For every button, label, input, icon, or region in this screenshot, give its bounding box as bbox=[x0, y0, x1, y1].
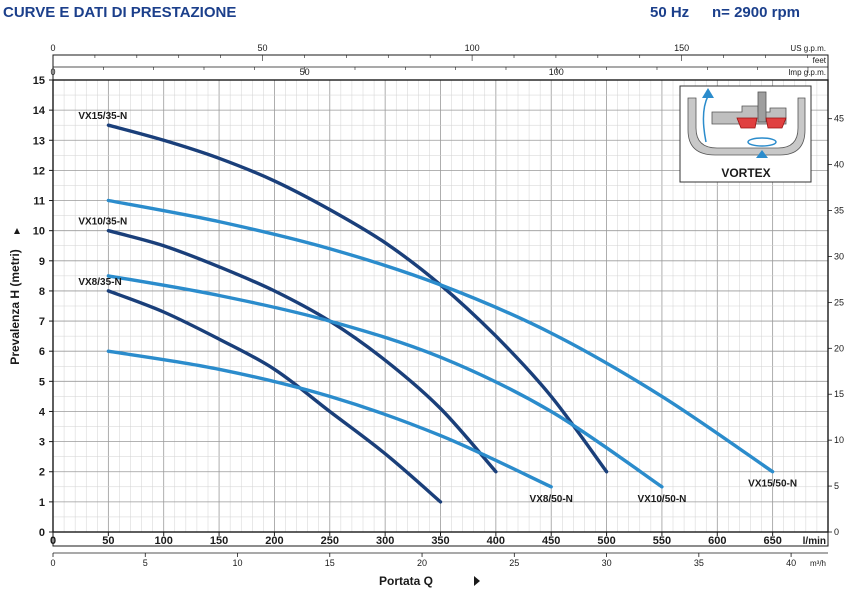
impgpm-unit-label: Imp g.p.m. bbox=[788, 68, 826, 77]
x-tick-label: 200 bbox=[265, 535, 283, 547]
y-tick-label: 13 bbox=[33, 135, 45, 147]
vortex-label: VORTEX bbox=[721, 166, 770, 180]
m3h-tick-label: 40 bbox=[786, 558, 796, 568]
y-tick-label: 12 bbox=[33, 165, 45, 177]
usgpm-tick-label: 150 bbox=[674, 43, 689, 53]
usgpm-tick-label: 0 bbox=[50, 43, 55, 53]
usgpm-tick-label: 50 bbox=[258, 43, 268, 53]
feet-tick-label: 10 bbox=[834, 435, 844, 445]
inlet-arrow-icon bbox=[756, 150, 768, 158]
x-unit-label: l/min bbox=[803, 536, 826, 547]
x-tick-label: 550 bbox=[653, 535, 671, 547]
x-tick-label: 50 bbox=[102, 535, 114, 547]
curve-label-vx10-50-n: VX10/50-N bbox=[637, 494, 686, 505]
y-axis-label: Prevalenza H (metri) bbox=[8, 249, 22, 364]
x-axis-label: Portata Q bbox=[379, 574, 433, 588]
x-tick-label: 400 bbox=[487, 535, 505, 547]
feet-tick-label: 20 bbox=[834, 343, 844, 353]
usgpm-unit-label: US g.p.m. bbox=[790, 44, 826, 53]
top-scales-frame bbox=[52, 54, 829, 81]
y-tick-label: 6 bbox=[39, 346, 45, 358]
rpm-label: n= 2900 rpm bbox=[712, 4, 800, 21]
flow-arrow-icon bbox=[702, 95, 709, 143]
m3h-tick-label: 5 bbox=[143, 558, 148, 568]
y-tick-label: 1 bbox=[39, 497, 45, 509]
chart-title: CURVE E DATI DI PRESTAZIONE bbox=[3, 4, 237, 21]
curve-label-vx15-35-n: VX15/35-N bbox=[78, 111, 127, 122]
y-tick-label: 10 bbox=[33, 226, 45, 238]
y-tick-label: 2 bbox=[39, 467, 45, 479]
vortex-inset: VORTEX bbox=[679, 85, 812, 183]
outlet-arrow-icon bbox=[702, 88, 714, 98]
curve-vx8-50-n bbox=[106, 349, 553, 489]
y-tick-label: 8 bbox=[39, 286, 45, 298]
x-tick-label: 250 bbox=[321, 535, 339, 547]
x-tick-label: 350 bbox=[431, 535, 449, 547]
curve-vx15-50-n bbox=[106, 198, 775, 474]
frequency-label: 50 Hz bbox=[650, 4, 690, 21]
y-tick-label: 5 bbox=[39, 376, 45, 388]
y-tick-label: 7 bbox=[39, 316, 45, 328]
m3h-tick-label: 20 bbox=[417, 558, 427, 568]
impeller-icon bbox=[736, 117, 787, 129]
x-tick-label: 600 bbox=[708, 535, 726, 547]
feet-tick-label: 30 bbox=[834, 251, 844, 261]
x-tick-label: 450 bbox=[542, 535, 560, 547]
curve-labels: VX15/35-N VX10/35-N VX8/35-N VX15/50-N VX10/… bbox=[78, 111, 797, 505]
axis-ticks: 0 50 100 150 200 250 300 350 400 450 500 550 600 650 l… bbox=[33, 43, 844, 568]
x-tick-label: 300 bbox=[376, 535, 394, 547]
feet-tick-label: 15 bbox=[834, 389, 844, 399]
feet-tick-label: 35 bbox=[834, 206, 844, 216]
x-tick-label: 150 bbox=[210, 535, 228, 547]
m3h-unit-label: m³/h bbox=[810, 559, 826, 568]
y-tick-label: 3 bbox=[39, 437, 45, 449]
y-tick-label: 15 bbox=[33, 75, 45, 87]
m3h-tick-label: 10 bbox=[233, 558, 243, 568]
y-tick-label: 4 bbox=[39, 406, 46, 418]
feet-tick-label: 5 bbox=[834, 481, 839, 491]
y-tick-label: 14 bbox=[33, 105, 46, 117]
feet-unit-label: feet bbox=[813, 56, 827, 65]
y-tick-label: 11 bbox=[33, 196, 45, 208]
y-axis-arrow-icon bbox=[14, 228, 20, 234]
m3h-tick-label: 15 bbox=[325, 558, 335, 568]
vortex-swirl-icon bbox=[747, 137, 777, 147]
curve-vx15-35-n bbox=[106, 123, 609, 474]
curve-vx10-50-n bbox=[106, 274, 664, 489]
curve-label-vx10-35-n: VX10/35-N bbox=[78, 217, 127, 228]
x-tick-label: 0 bbox=[50, 535, 56, 547]
curve-vx10-35-n bbox=[106, 229, 498, 474]
x-axis-arrow-icon bbox=[474, 576, 480, 586]
curve-label-vx8-50-n: VX8/50-N bbox=[530, 494, 573, 505]
curve-vx8-35-n bbox=[106, 289, 443, 504]
x-tick-label: 650 bbox=[763, 535, 781, 547]
y-tick-label: 0 bbox=[39, 527, 45, 539]
m3h-tick-label: 0 bbox=[50, 558, 55, 568]
pump-shaft-icon bbox=[757, 91, 767, 123]
pump-casing-icon bbox=[687, 97, 806, 156]
y-tick-label: 9 bbox=[39, 256, 45, 268]
m3h-tick-label: 35 bbox=[694, 558, 704, 568]
feet-tick-label: 25 bbox=[834, 297, 844, 307]
x-tick-label: 100 bbox=[155, 535, 173, 547]
m3h-tick-label: 25 bbox=[509, 558, 519, 568]
curve-label-vx15-50-n: VX15/50-N bbox=[748, 479, 797, 490]
feet-tick-label: 0 bbox=[834, 527, 839, 537]
feet-tick-label: 45 bbox=[834, 114, 844, 124]
curves bbox=[106, 123, 775, 504]
feet-tick-label: 40 bbox=[834, 160, 844, 170]
m3h-tick-label: 30 bbox=[602, 558, 612, 568]
curve-label-vx8-35-n: VX8/35-N bbox=[78, 277, 121, 288]
x-tick-label: 500 bbox=[597, 535, 615, 547]
usgpm-tick-label: 100 bbox=[465, 43, 480, 53]
